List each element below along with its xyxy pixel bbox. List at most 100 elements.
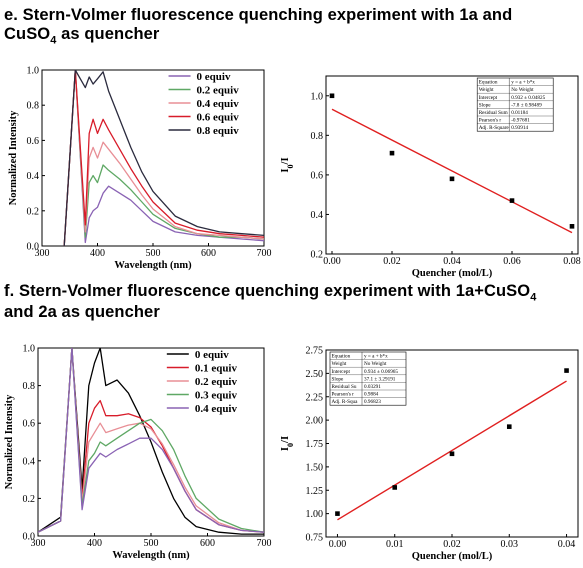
fit-results-table: Equation y = a + b*x Weight No Weight Interc… [329,351,407,406]
legend-label: 0.1 equiv [195,363,238,375]
fit-table-value: -7.8 ± 0.98489 [511,102,542,108]
series-line-0.8-equiv [63,70,264,246]
fit-table-value: 0.93914 [511,125,528,131]
legend-label: 0.8 equiv [197,125,240,137]
fit-table-key: Intercept [479,95,498,101]
fit-table-key: Adj. R-Square [479,125,510,131]
data-point [335,511,340,516]
x-tick-label: 700 [257,248,272,259]
panel-e-heading-line2: CuSO4 as quencher [4,25,160,47]
y-tick-label: 0.4 [27,171,40,182]
y-tick-label: 1.00 [306,509,324,520]
fit-table-value: No Weight [364,361,387,367]
x-tick-label: 0.02 [383,256,401,267]
y-tick-label: 0.6 [27,136,40,147]
y-tick-label: 1.50 [306,462,324,473]
x-tick-label: 500 [144,538,159,549]
panel-f-heading: f. Stern-Volmer fluorescence quenching e… [4,282,536,322]
data-point [392,485,398,490]
x-tick-label: 700 [257,538,272,549]
y-axis-label: Normalized Intensity [8,110,19,206]
y-tick-label: 0.8 [23,381,36,392]
y-tick-label: 1.75 [306,439,324,450]
fit-table-key: Slope [332,376,345,382]
legend-label: 0.4 equiv [197,98,240,110]
x-tick-label: 0.01 [386,539,404,550]
fit-table-key: Weight [479,87,494,93]
legend-label: 0.3 equiv [195,390,238,402]
y-tick-label: 0.8 [27,101,40,112]
x-axis-label: Quencher (mol/L) [412,268,493,279]
fit-table-key: Equation [332,354,351,360]
y-tick-label: 0.4 [311,210,324,221]
panel-e-heading: e. Stern-Volmer fluorescence quenching e… [4,6,512,46]
data-point [506,424,512,429]
series-line-0.6-equiv [63,70,264,246]
series-line-0.4-equiv [38,348,264,533]
y-tick-label: 1.0 [311,91,324,102]
fit-table-key: Slope [479,102,492,108]
fit-table-value: 37.1 ± 3.29191 [364,376,396,382]
y-tick-label: 1.25 [306,486,324,497]
fit-line [331,108,573,234]
x-tick-label: 0.08 [563,256,581,267]
legend-label: 0.2 equiv [195,376,238,388]
x-tick-label: 0.03 [501,539,519,550]
x-tick-label: 500 [146,248,161,259]
e-stern-volmer-chart: 0.00 0.02 0.04 0.06 0.08 0.2 0.4 0.6 0.8 1.0 Quenc… [280,75,581,279]
f-stern-volmer-chart: 0.00 0.01 0.02 0.03 0.04 0.75 1.00 1.25 1.50 1.75… [280,346,579,562]
legend-label: 0 equiv [195,349,229,361]
fit-table-value: 0.9884 [364,392,379,398]
data-point [564,368,569,373]
x-axis-label: Quencher (mol/L) [412,551,493,562]
fit-table-value: 0.01184 [511,110,528,116]
y-tick-label: 0.6 [311,170,324,181]
fit-table-key: Pearson's r [479,118,502,124]
x-tick-label: 0.00 [329,539,347,550]
y-tick-label: 0.0 [27,242,40,253]
y-axis-label: I0/I [280,436,295,451]
panel-e-heading-line1: e. Stern-Volmer fluorescence quenching e… [4,6,513,24]
y-tick-label: 2.25 [306,392,324,403]
fit-table-value: No Weight [511,87,534,93]
x-tick-label: 400 [90,248,105,259]
fit-table-value: 0.932 ± 0.04825 [511,95,545,101]
y-tick-label: 0.8 [311,131,324,142]
series-lines [63,70,264,246]
x-tick-label: 0.02 [443,539,461,550]
data-point [389,150,395,156]
fit-table-key: Intercept [332,369,351,375]
x-tick-label: 0.00 [323,256,341,267]
x-tick-label: 600 [201,248,216,259]
fit-table-key: Residual Su [332,384,357,390]
y-tick-label: 0.4 [23,456,36,467]
y-tick-label: 2.50 [306,369,324,380]
x-tick-label: 0.04 [558,539,576,550]
y-tick-label: 0.2 [311,250,324,261]
data-point [449,176,455,182]
y-tick-label: 1.0 [23,344,36,355]
data-point [449,451,455,457]
series-line-0.4-equiv [63,70,264,246]
fit-line [337,380,567,521]
data-point [509,198,515,203]
fit-results-table: Equation y = a + b*x Weight No Weight Interc… [476,77,554,132]
panel-f-heading-line1: f. Stern-Volmer fluorescence quenching e… [4,282,537,304]
y-tick-label: 2.00 [306,416,324,427]
fit-table-value: 0.96823 [364,399,381,405]
legend-label: 0.6 equiv [197,112,240,124]
x-axis-label: Wavelength (nm) [114,260,192,271]
fit-table-value: 0.934 ± 0.06965 [364,369,398,375]
fit-table-key: Residual Sum [479,110,508,116]
fit-table-key: Pearson's r [332,392,355,398]
y-tick-label: 0.0 [23,532,36,543]
f-fluorescence-chart: 300 400 500 600 700 0.0 0.2 0.4 0.6 0.8 1.0 Wavelen… [4,344,272,562]
data-point [329,93,335,99]
y-tick-label: 0.2 [23,494,36,505]
fit-table-key: Adj. R-Squa [332,399,359,405]
fit-table-value: y = a + b*x [511,80,535,86]
series-line-0-equiv [63,70,264,246]
x-axis-label: Wavelength (nm) [112,550,190,561]
legend-label: 0.4 equiv [195,403,238,415]
